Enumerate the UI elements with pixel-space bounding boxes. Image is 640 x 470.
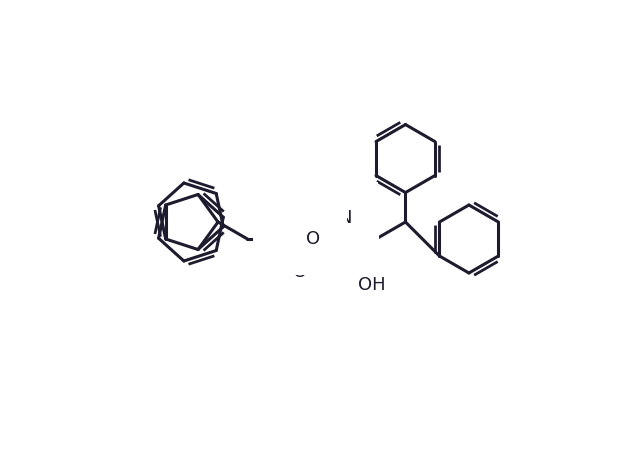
- Text: N: N: [338, 209, 351, 227]
- Text: H: H: [345, 211, 356, 226]
- Text: OH: OH: [358, 276, 385, 294]
- Text: O: O: [280, 230, 294, 248]
- Text: O: O: [306, 230, 320, 248]
- Text: O: O: [293, 264, 307, 282]
